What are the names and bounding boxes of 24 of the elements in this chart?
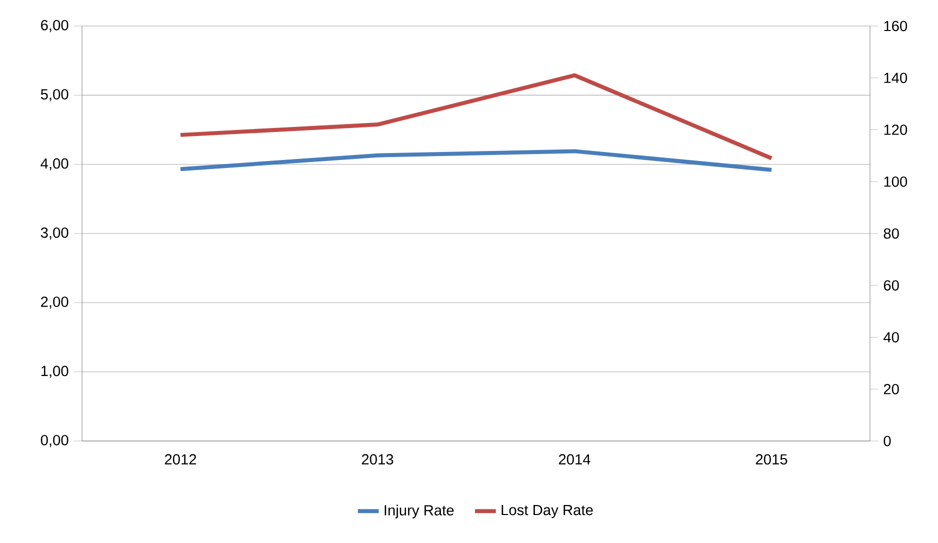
y-tick-label: 6,00 [41, 20, 68, 32]
x-tick-label: 2013 [362, 454, 394, 465]
y2-tick-label: 160 [884, 20, 908, 32]
y2-tick-label: 0 [884, 436, 891, 446]
y-tick-label: 0,00 [40, 434, 68, 448]
x-tick-label: 2012 [164, 454, 196, 465]
y-tick-label: 5,00 [40, 89, 68, 102]
x-tick-label: 2015 [756, 454, 788, 465]
y2-tick-label: 140 [884, 72, 908, 84]
line-series [178, 149, 774, 172]
y2-tick-label: 40 [884, 332, 899, 342]
legend-label: Injury Rate [384, 504, 454, 518]
legend-label: Lost Day Rate [502, 504, 593, 518]
y-tick-label: 1,00 [41, 366, 68, 378]
y-tick-label: 2,00 [41, 296, 68, 309]
y-tick-label: 3,00 [40, 227, 68, 240]
x-tick-label: 2014 [558, 454, 590, 465]
y2-tick-label: 120 [884, 124, 908, 135]
y-tick-label: 4,00 [40, 158, 68, 170]
y2-tick-label: 100 [884, 176, 908, 187]
y2-tick-label: 60 [884, 280, 899, 291]
y2-tick-label: 20 [884, 384, 899, 394]
y2-tick-label: 80 [884, 228, 899, 239]
line-series [178, 73, 774, 160]
